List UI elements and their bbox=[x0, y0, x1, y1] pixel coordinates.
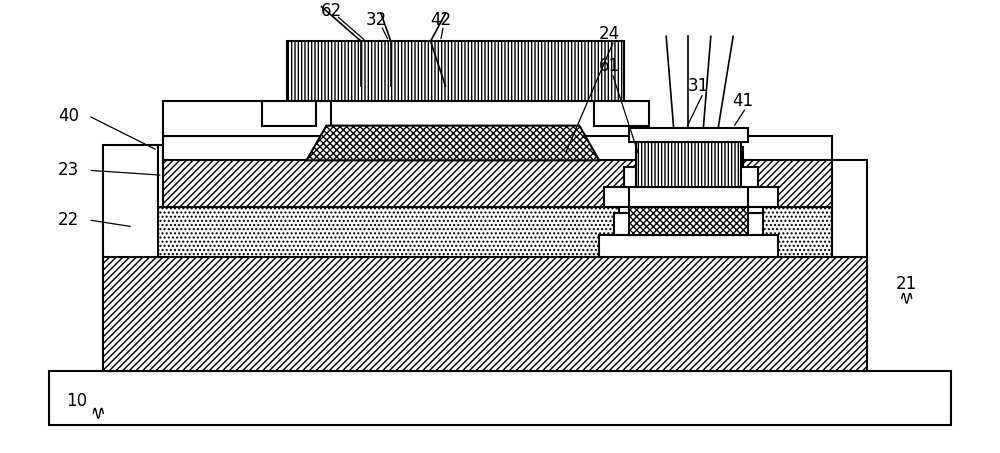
Bar bbox=[49, 371, 951, 425]
Text: 22: 22 bbox=[58, 211, 79, 229]
Bar bbox=[163, 101, 331, 135]
Bar bbox=[832, 160, 867, 256]
Text: 23: 23 bbox=[58, 161, 79, 179]
Bar bbox=[103, 145, 158, 256]
Bar bbox=[262, 101, 316, 125]
Bar bbox=[614, 213, 763, 235]
Bar bbox=[619, 232, 763, 256]
Polygon shape bbox=[307, 125, 599, 160]
Bar bbox=[287, 41, 624, 101]
Polygon shape bbox=[133, 207, 832, 256]
Bar bbox=[624, 167, 758, 187]
Bar bbox=[594, 101, 649, 125]
Bar bbox=[629, 128, 748, 143]
Bar bbox=[636, 143, 741, 187]
Text: 32: 32 bbox=[365, 11, 387, 29]
Bar bbox=[158, 145, 163, 207]
Polygon shape bbox=[103, 256, 867, 371]
Text: 42: 42 bbox=[430, 11, 451, 29]
Bar bbox=[599, 235, 778, 256]
Bar bbox=[629, 187, 748, 207]
Bar bbox=[629, 207, 748, 235]
Text: 62: 62 bbox=[321, 1, 342, 19]
Bar bbox=[619, 207, 639, 232]
Bar bbox=[639, 227, 743, 256]
Text: 41: 41 bbox=[732, 92, 754, 110]
Bar bbox=[604, 187, 778, 207]
Bar bbox=[743, 207, 763, 232]
Bar bbox=[639, 148, 743, 167]
Text: 31: 31 bbox=[688, 77, 709, 95]
Text: 21: 21 bbox=[896, 275, 917, 294]
Text: 10: 10 bbox=[66, 392, 87, 410]
Polygon shape bbox=[163, 160, 832, 207]
Text: 61: 61 bbox=[599, 57, 620, 75]
Bar bbox=[163, 135, 832, 160]
Text: 40: 40 bbox=[58, 107, 79, 125]
Text: 24: 24 bbox=[599, 25, 620, 43]
